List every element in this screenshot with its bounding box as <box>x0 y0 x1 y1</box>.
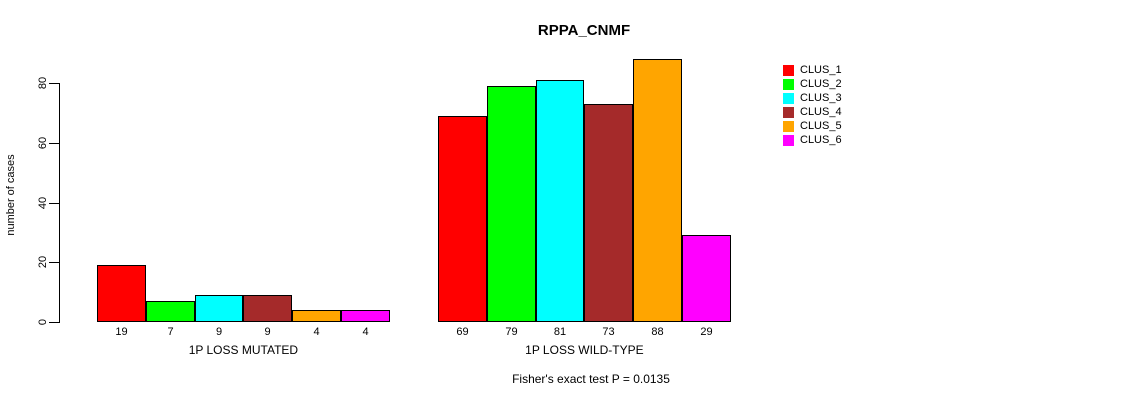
bar-clus_1-group2 <box>438 116 487 322</box>
legend-swatch-clus_6 <box>783 134 794 146</box>
bar-value-label: 4 <box>313 326 320 338</box>
bar-value-label: 88 <box>651 326 664 338</box>
bar-clus_5-group2 <box>633 59 682 322</box>
bar-value-label: 81 <box>553 326 567 338</box>
bar-clus_4-group2 <box>584 104 633 322</box>
y-axis-tick-label: 80 <box>37 76 49 90</box>
bar-clus_6-group1 <box>341 310 390 322</box>
legend-swatch-clus_1 <box>783 64 794 76</box>
bar-value-label: 73 <box>602 326 615 338</box>
bar-value-label: 29 <box>700 326 713 338</box>
legend-item-clus_6: CLUS_6 <box>783 133 842 147</box>
legend-item-clus_1: CLUS_1 <box>783 63 842 77</box>
bar-clus_6-group2 <box>682 235 731 322</box>
y-axis-tick <box>49 83 59 84</box>
y-axis-tick <box>49 322 59 323</box>
legend-item-clus_4: CLUS_4 <box>783 105 842 119</box>
legend-label: CLUS_3 <box>800 92 842 104</box>
legend-label: CLUS_1 <box>800 64 842 76</box>
bar-value-label: 79 <box>505 326 518 338</box>
legend-item-clus_3: CLUS_3 <box>783 91 842 105</box>
legend-item-clus_5: CLUS_5 <box>783 119 842 133</box>
y-axis-line <box>59 83 60 323</box>
legend-swatch-clus_5 <box>783 120 794 132</box>
y-axis-tick-label: 20 <box>37 255 49 269</box>
bar-value-label: 69 <box>456 326 469 338</box>
y-axis-tick <box>49 262 59 263</box>
legend-label: CLUS_6 <box>800 134 842 146</box>
bar-value-label: 9 <box>264 326 271 338</box>
y-axis-label: number of cases <box>5 154 17 236</box>
bar-value-label: 19 <box>115 326 128 338</box>
bar-clus_2-group1 <box>146 301 195 322</box>
legend-swatch-clus_4 <box>783 106 794 118</box>
fisher-test-annotation: Fisher's exact test P = 0.0135 <box>512 372 670 386</box>
bar-clus_3-group1 <box>195 295 243 322</box>
x-group-label: 1P LOSS WILD-TYPE <box>525 343 644 357</box>
bar-clus_3-group2 <box>536 80 584 322</box>
bar-clus_5-group1 <box>292 310 341 322</box>
chart-title: RPPA_CNMF <box>537 22 631 39</box>
bar-clus_4-group1 <box>243 295 292 322</box>
bar-value-label: 9 <box>215 326 223 338</box>
legend-swatch-clus_3 <box>783 92 794 104</box>
y-axis-tick-label: 60 <box>37 136 49 150</box>
y-axis-tick <box>49 203 59 204</box>
legend-swatch-clus_2 <box>783 78 794 90</box>
x-group-label: 1P LOSS MUTATED <box>188 343 299 357</box>
bar-clus_2-group2 <box>487 86 536 322</box>
y-axis-tick <box>49 143 59 144</box>
legend-label: CLUS_2 <box>800 78 842 90</box>
y-axis-tick-label: 40 <box>37 196 49 210</box>
legend-item-clus_2: CLUS_2 <box>783 77 842 91</box>
legend-label: CLUS_5 <box>800 120 842 132</box>
y-axis-tick-label: 0 <box>37 318 49 326</box>
bar-clus_1-group1 <box>97 265 146 322</box>
bar-value-label: 4 <box>362 326 369 338</box>
bar-value-label: 7 <box>167 326 174 338</box>
legend-label: CLUS_4 <box>800 106 842 118</box>
